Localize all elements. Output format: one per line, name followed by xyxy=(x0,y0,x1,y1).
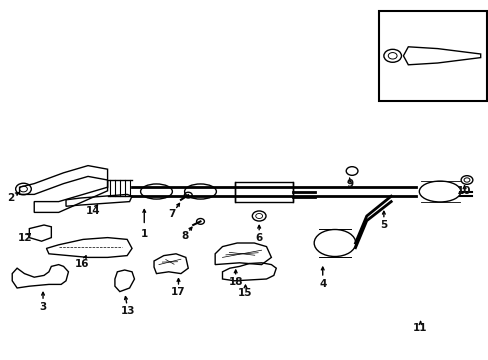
Text: 5: 5 xyxy=(380,220,386,230)
Text: 17: 17 xyxy=(171,287,185,297)
Text: 6: 6 xyxy=(255,233,262,243)
Text: 16: 16 xyxy=(75,258,89,269)
Text: 4: 4 xyxy=(318,279,326,289)
Text: 13: 13 xyxy=(121,306,135,316)
Text: 12: 12 xyxy=(18,233,33,243)
Text: 3: 3 xyxy=(40,302,46,312)
Text: 9: 9 xyxy=(346,179,352,189)
Text: 10: 10 xyxy=(456,186,471,196)
Text: 18: 18 xyxy=(228,276,243,287)
Bar xyxy=(378,11,486,101)
Text: 15: 15 xyxy=(238,288,252,298)
Text: 7: 7 xyxy=(168,209,176,219)
Text: 8: 8 xyxy=(181,231,188,241)
Text: 2: 2 xyxy=(7,193,14,203)
Bar xyxy=(234,182,293,202)
Text: 14: 14 xyxy=(85,206,100,216)
Text: 11: 11 xyxy=(412,323,427,333)
Text: 1: 1 xyxy=(141,229,147,239)
